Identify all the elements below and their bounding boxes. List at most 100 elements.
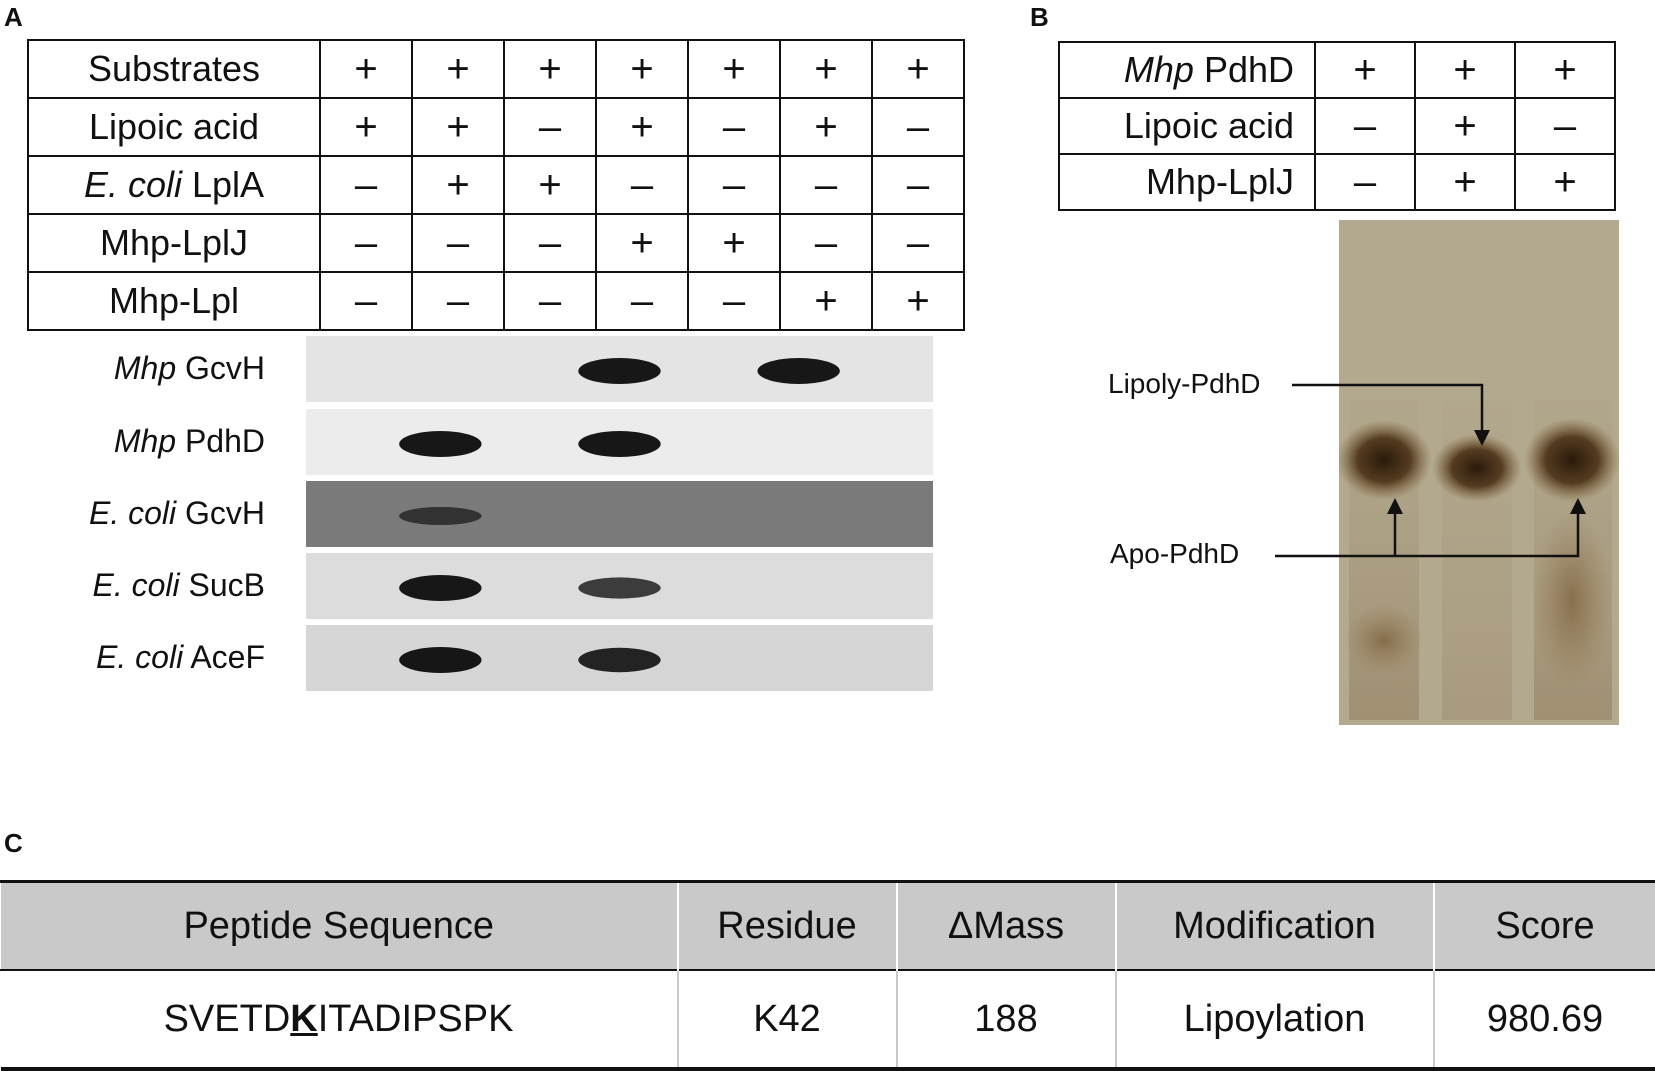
gel-smear-lane-1: [1344, 605, 1424, 675]
blot-band: [578, 647, 661, 673]
table-a-row-label: Mhp-Lpl: [27, 271, 321, 331]
panel-letter-a: A: [4, 2, 23, 32]
table-b-row-label: Lipoic acid: [1058, 97, 1316, 155]
panel-b-gel: [1336, 220, 1620, 725]
blot-band: [399, 431, 482, 457]
table-a-cell: +: [595, 97, 689, 157]
table-b-row: Lipoic acid – + –: [1058, 97, 1616, 155]
lipoyl-arrow-line: [1292, 383, 1484, 440]
table-a-cell: +: [595, 213, 689, 273]
blot-band: [757, 358, 840, 384]
table-a-row-label: Mhp-LplJ: [27, 213, 321, 273]
blot-band: [399, 575, 482, 601]
table-a-cell: +: [779, 39, 873, 99]
blot-band: [399, 647, 482, 673]
gel-band-lane-1: [1336, 420, 1432, 500]
panel-c-peptide-table: Peptide Sequence Residue ΔMass Modification…: [0, 880, 1655, 1071]
blot-strip: [306, 481, 933, 547]
lipoyl-pdhd-label: Lipoly-PdhD: [1108, 368, 1261, 399]
panel-letter-c: C: [4, 828, 23, 858]
column-header: ΔMass: [896, 880, 1117, 970]
table-a-cell: +: [503, 39, 597, 99]
table-a-cell: –: [871, 155, 965, 215]
panel-a-condition-table: Substrates + + + + + + + Lipoic acid + + – + – + – E. co…: [27, 39, 965, 331]
table-a-row: E. coli LplA – + + – – – –: [27, 155, 965, 215]
table-b-cell: –: [1314, 153, 1416, 211]
blot-label: E. coli AceF: [96, 639, 265, 675]
table-a-cell: –: [411, 213, 505, 273]
table-b-cell: +: [1414, 41, 1516, 99]
modified-residue: K: [290, 997, 318, 1040]
table-b-cell: –: [1314, 97, 1416, 155]
panel-letter-b: B: [1030, 2, 1049, 32]
table-a-cell: +: [411, 39, 505, 99]
table-a-cell: +: [779, 271, 873, 331]
blot-strip: [306, 625, 933, 691]
table-a-cell: –: [319, 213, 413, 273]
table-a-row: Mhp-Lpl – – – – – + +: [27, 271, 965, 331]
blot-band: [399, 507, 482, 525]
gel-band-lane-2: [1432, 434, 1522, 502]
table-a-cell: +: [871, 271, 965, 331]
table-a-cell: +: [503, 155, 597, 215]
mass-cell: 188: [896, 969, 1117, 1071]
peptide-row: SVETDKITADIPSPK K42 188 Lipoylation 980.…: [0, 969, 1655, 1071]
table-a-cell: –: [319, 155, 413, 215]
table-a-cell: –: [687, 271, 781, 331]
blot-label: Mhp GcvH: [113, 350, 265, 386]
table-a-cell: –: [779, 213, 873, 273]
table-a-cell: –: [871, 213, 965, 273]
table-b-cell: +: [1514, 153, 1616, 211]
table-a-cell: +: [411, 155, 505, 215]
table-a-cell: –: [319, 271, 413, 331]
table-a-cell: –: [687, 155, 781, 215]
apo-arrow-head-1: [1387, 498, 1403, 514]
blot-band: [578, 431, 661, 457]
table-a-row-label: Lipoic acid: [27, 97, 321, 157]
table-a-cell: +: [319, 39, 413, 99]
table-a-cell: –: [503, 271, 597, 331]
apo-arrow-head-2: [1570, 498, 1586, 514]
table-b-row: Mhp-LplJ – + +: [1058, 153, 1616, 211]
column-header: Peptide Sequence: [0, 880, 679, 970]
table-a-cell: +: [687, 39, 781, 99]
table-b-cell: +: [1314, 41, 1416, 99]
table-a-cell: –: [595, 155, 689, 215]
blot-band: [578, 358, 661, 384]
table-a-row-label: Substrates: [27, 39, 321, 99]
table-a-cell: +: [871, 39, 965, 99]
table-b-cell: –: [1514, 97, 1616, 155]
table-a-row-label: E. coli LplA: [27, 155, 321, 215]
table-a-row: Mhp-LplJ – – – + + – –: [27, 213, 965, 273]
lipoyl-arrow-head: [1474, 430, 1490, 446]
table-a-cell: +: [411, 97, 505, 157]
score-cell: 980.69: [1433, 969, 1655, 1071]
blot-strip: [306, 553, 933, 619]
table-a-cell: +: [595, 39, 689, 99]
blot-strip: [306, 409, 933, 475]
table-a-cell: –: [871, 97, 965, 157]
column-header: Modification: [1115, 880, 1435, 970]
modification-cell: Lipoylation: [1115, 969, 1435, 1071]
table-b-cell: +: [1414, 97, 1516, 155]
table-a-row: Substrates + + + + + + +: [27, 39, 965, 99]
column-header: Score: [1433, 880, 1655, 970]
panel-b-condition-table: Mhp PdhD + + + Lipoic acid – + – Mhp-LplJ – + +: [1058, 41, 1616, 211]
blot-label: E. coli SucB: [92, 567, 265, 603]
table-a-cell: –: [503, 213, 597, 273]
table-b-row-label: Mhp PdhD: [1058, 41, 1316, 99]
table-a-cell: +: [687, 213, 781, 273]
table-a-cell: +: [319, 97, 413, 157]
blot-label: Mhp PdhD: [113, 423, 265, 459]
residue-cell: K42: [677, 969, 898, 1071]
blot-label: E. coli GcvH: [88, 495, 265, 531]
blot-strip: [306, 336, 933, 402]
table-b-row-label: Mhp-LplJ: [1058, 153, 1316, 211]
apo-arrow-line: [1275, 505, 1580, 558]
table-a-cell: –: [595, 271, 689, 331]
blot-band: [578, 577, 661, 599]
gel-band-lane-3: [1524, 418, 1620, 502]
gel-image: [1336, 220, 1620, 725]
table-a-cell: –: [411, 271, 505, 331]
